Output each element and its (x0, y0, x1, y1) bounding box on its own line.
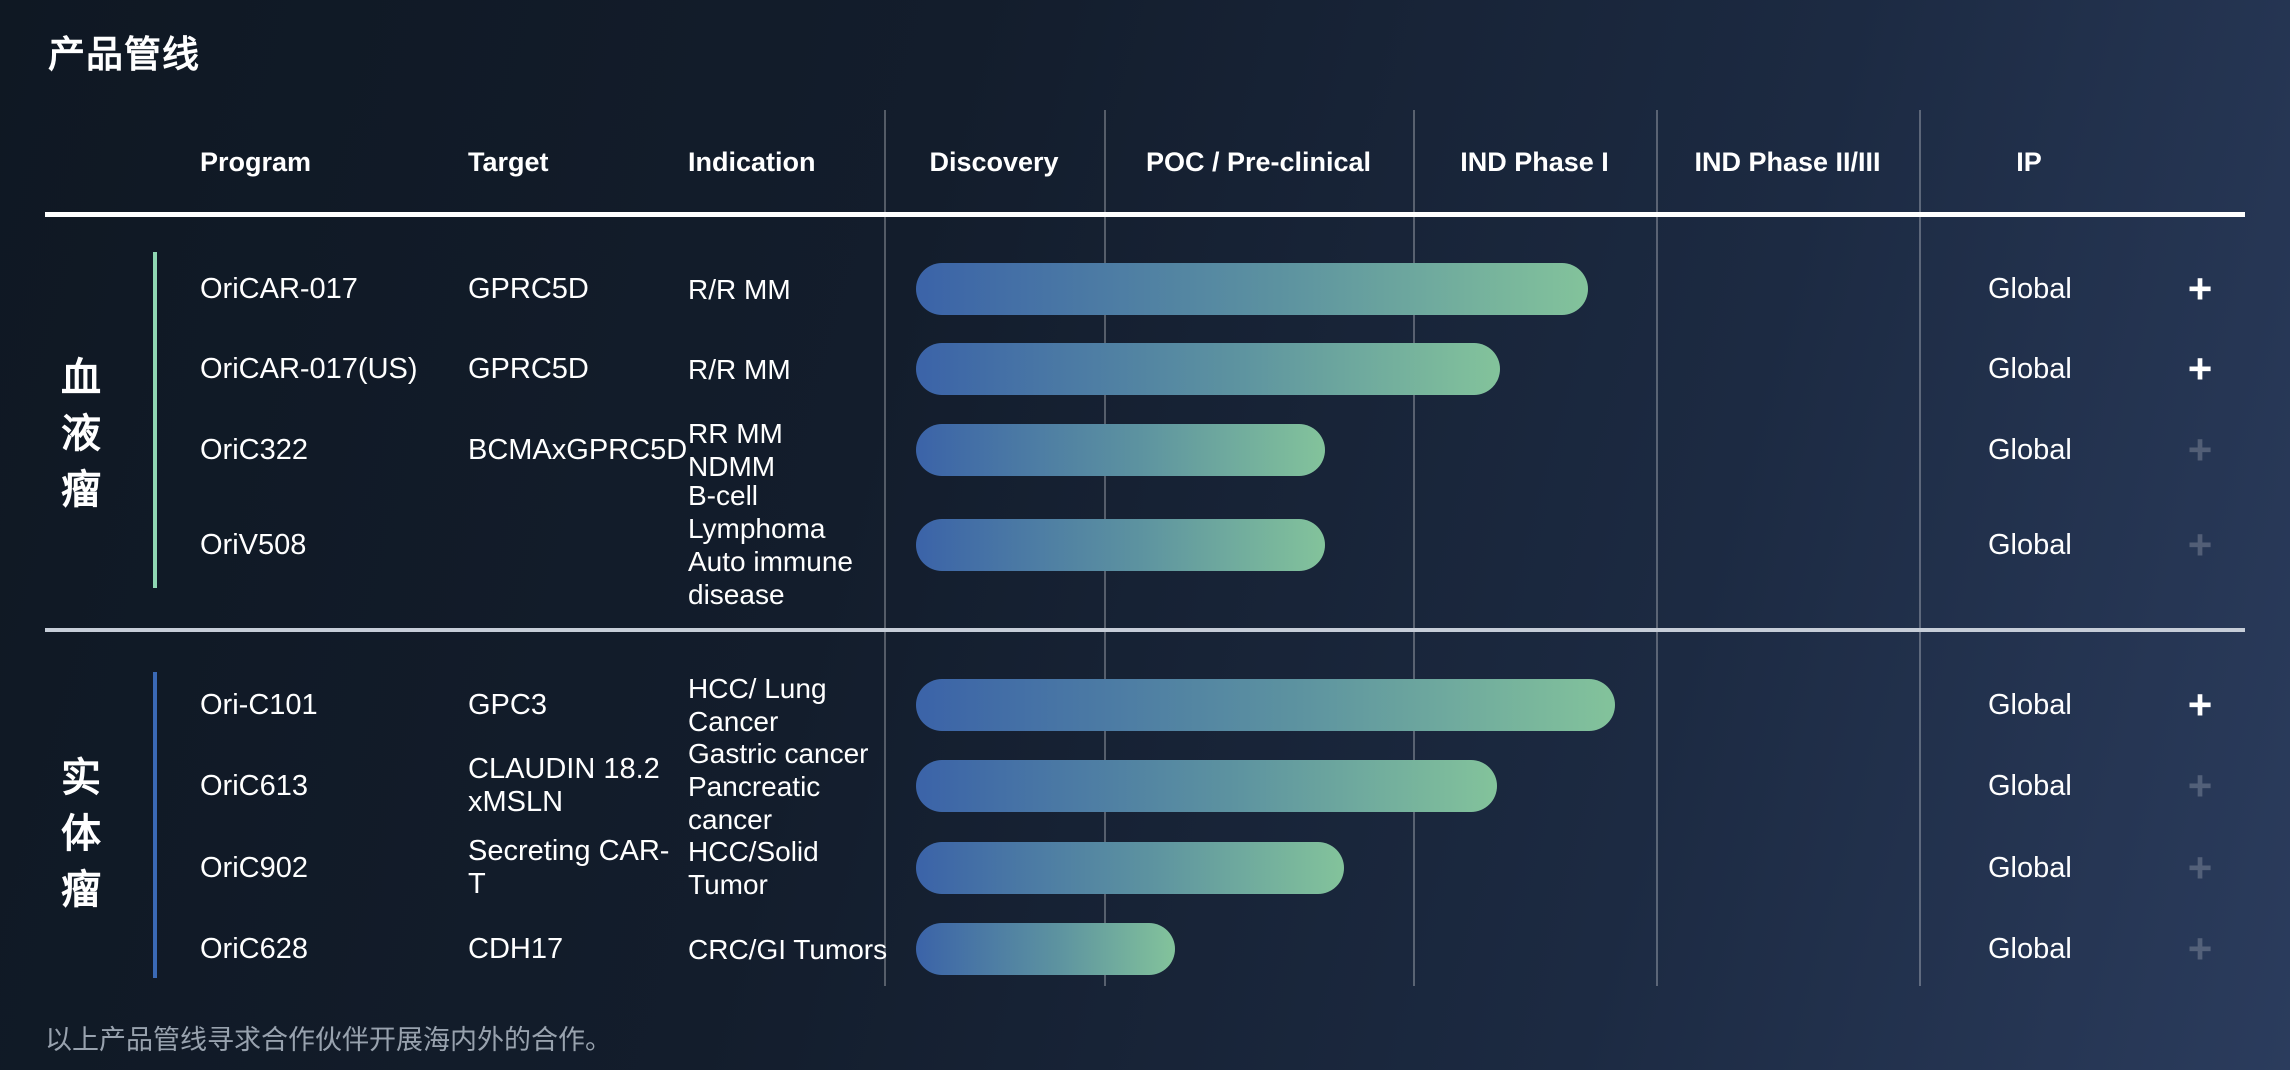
indication-text: CRC/GI Tumors (688, 933, 888, 965)
program-name: Ori-C101 (200, 688, 318, 721)
indication-text: HCC/Solid Tumor (688, 836, 819, 900)
expand-plus-icon[interactable]: + (2187, 681, 2213, 728)
indication-text: B-cell Lymphoma Auto immune disease (688, 480, 853, 610)
program-name: OriCAR-017(US) (200, 352, 418, 385)
target-name: CDH17 (468, 932, 564, 965)
ip-value: Global (1988, 851, 2072, 884)
column-header-ind-phase23: IND Phase II/III (1694, 147, 1881, 177)
pipeline-row-oric322: OriC322 BCMAxGPRC5D RR MM NDMM Global + (45, 418, 2245, 482)
pipeline-row-oricar017us: OriCAR-017(US) GPRC5D R/R MM Global + (45, 343, 2245, 395)
pipeline-row-oric101: Ori-C101 GPC3 HCC/ Lung Cancer Global + (45, 673, 2245, 737)
stage-track (884, 760, 1919, 812)
stage-track (884, 923, 1919, 975)
program-name: OriV508 (200, 528, 307, 561)
progress-bar (916, 842, 1345, 894)
indication-text: R/R MM (688, 353, 791, 385)
ip-value: Global (1988, 433, 2072, 466)
stage-track (884, 424, 1919, 476)
stage-track (884, 679, 1919, 731)
group-accent-line-blood (153, 252, 157, 588)
indication-text: R/R MM (688, 273, 791, 305)
footer-note: 以上产品管线寻求合作伙伴开展海内外的合作。 (45, 1025, 612, 1055)
stage-track (884, 343, 1919, 395)
pipeline-row-oriv508: OriV508 B-cell Lymphoma Auto immune dise… (45, 480, 2245, 610)
column-header-target: Target (468, 147, 549, 177)
progress-bar (916, 679, 1615, 731)
stage-track (884, 263, 1919, 315)
group-accent-line-solid (153, 672, 157, 978)
program-name: OriC902 (200, 851, 308, 884)
header-rule (45, 212, 2245, 217)
pipeline-row-oric628: OriC628 CDH17 CRC/GI Tumors Global + (45, 923, 2245, 975)
column-divider (1413, 110, 1415, 986)
column-divider (1656, 110, 1658, 986)
progress-bar (916, 923, 1175, 975)
column-header-ip: IP (2016, 147, 2042, 177)
expand-plus-icon[interactable]: + (2187, 844, 2213, 891)
target-name: GPRC5D (468, 352, 589, 385)
expand-plus-icon[interactable]: + (2187, 925, 2213, 972)
program-name: OriCAR-017 (200, 272, 358, 305)
ip-value: Global (1988, 352, 2072, 385)
progress-bar (916, 760, 1497, 812)
group-label-blood-tumor: 血液瘤 (61, 356, 101, 512)
target-name: GPC3 (468, 688, 547, 721)
program-name: OriC628 (200, 932, 308, 965)
column-divider (884, 110, 886, 986)
target-name: GPRC5D (468, 272, 589, 305)
expand-plus-icon[interactable]: + (2187, 265, 2213, 312)
target-name: CLAUDIN 18.2 xMSLN (468, 753, 660, 818)
progress-bar (916, 424, 1325, 476)
column-header-indication: Indication (688, 147, 816, 177)
progress-bar (916, 343, 1500, 395)
column-header-program: Program (200, 147, 312, 177)
progress-bar (916, 263, 1588, 315)
ip-value: Global (1988, 272, 2072, 305)
target-name: Secreting CAR-T (468, 835, 670, 900)
column-header-poc-preclinical: POC / Pre-clinical (1145, 147, 1372, 177)
expand-plus-icon[interactable]: + (2187, 762, 2213, 809)
pipeline-row-oricar017: OriCAR-017 GPRC5D R/R MM Global + (45, 263, 2245, 315)
expand-plus-icon[interactable]: + (2187, 521, 2213, 568)
column-header-ind-phase1: IND Phase I (1460, 147, 1609, 177)
pipeline-row-oric902: OriC902 Secreting CAR-T HCC/Solid Tumor … (45, 835, 2245, 900)
page-title: 产品管线 (48, 34, 200, 75)
ip-value: Global (1988, 769, 2072, 802)
program-name: OriC322 (200, 433, 308, 466)
target-name: BCMAxGPRC5D (468, 433, 688, 466)
program-name: OriC613 (200, 769, 308, 802)
indication-text: RR MM NDMM (688, 418, 783, 482)
progress-bar (916, 519, 1325, 571)
column-divider (1919, 110, 1921, 986)
stage-track (884, 842, 1919, 894)
expand-plus-icon[interactable]: + (2187, 426, 2213, 473)
ip-value: Global (1988, 528, 2072, 561)
pipeline-row-oric613: OriC613 CLAUDIN 18.2 xMSLN Gastric cance… (45, 738, 2245, 835)
column-header-discovery: Discovery (929, 147, 1059, 177)
indication-text: Gastric cancer Pancreatic cancer (688, 737, 869, 835)
expand-plus-icon[interactable]: + (2187, 345, 2213, 392)
ip-value: Global (1988, 932, 2072, 965)
group-label-solid-tumor: 实体瘤 (61, 756, 101, 912)
ip-value: Global (1988, 688, 2072, 721)
stage-track (884, 519, 1919, 571)
group-separator-rule (45, 628, 2245, 632)
indication-text: HCC/ Lung Cancer (688, 673, 827, 737)
